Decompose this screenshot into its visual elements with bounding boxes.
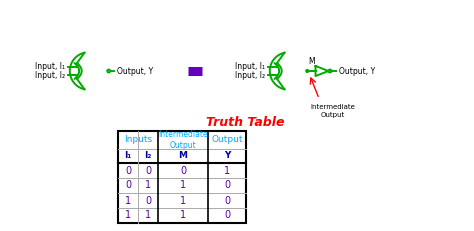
Text: Output, Y: Output, Y — [118, 67, 154, 76]
Text: I₁: I₁ — [124, 152, 132, 161]
Text: 1: 1 — [180, 180, 186, 191]
Text: 0: 0 — [224, 180, 230, 191]
Text: Input, I₁: Input, I₁ — [235, 62, 265, 71]
Circle shape — [306, 70, 308, 72]
Text: 0: 0 — [125, 180, 131, 191]
Bar — [118, 131, 246, 223]
Text: 0: 0 — [224, 195, 230, 206]
Text: Y: Y — [224, 152, 230, 161]
Text: Output, Y: Output, Y — [339, 67, 375, 76]
Text: Truth Table: Truth Table — [206, 116, 284, 130]
Text: 1: 1 — [180, 210, 186, 221]
Text: 0: 0 — [145, 165, 151, 176]
Text: 1: 1 — [125, 210, 131, 221]
Text: 1: 1 — [224, 165, 230, 176]
Text: 1: 1 — [145, 210, 151, 221]
Text: M: M — [179, 152, 188, 161]
Text: 1: 1 — [145, 180, 151, 191]
Text: 0: 0 — [125, 165, 131, 176]
Text: 0: 0 — [145, 195, 151, 206]
Text: Input, I₂: Input, I₂ — [235, 71, 265, 80]
Text: Input, I₁: Input, I₁ — [35, 62, 65, 71]
Text: Output: Output — [211, 136, 243, 145]
Text: I₂: I₂ — [144, 152, 152, 161]
Text: Input, I₂: Input, I₂ — [35, 71, 65, 80]
Text: Intermediate
Output: Intermediate Output — [158, 130, 208, 150]
Text: Inputs: Inputs — [124, 136, 152, 145]
Text: 1: 1 — [180, 195, 186, 206]
Text: M: M — [308, 57, 315, 66]
Text: 0: 0 — [180, 165, 186, 176]
Text: 0: 0 — [224, 210, 230, 221]
Text: 1: 1 — [125, 195, 131, 206]
Text: Intermediate
Output: Intermediate Output — [311, 104, 356, 118]
